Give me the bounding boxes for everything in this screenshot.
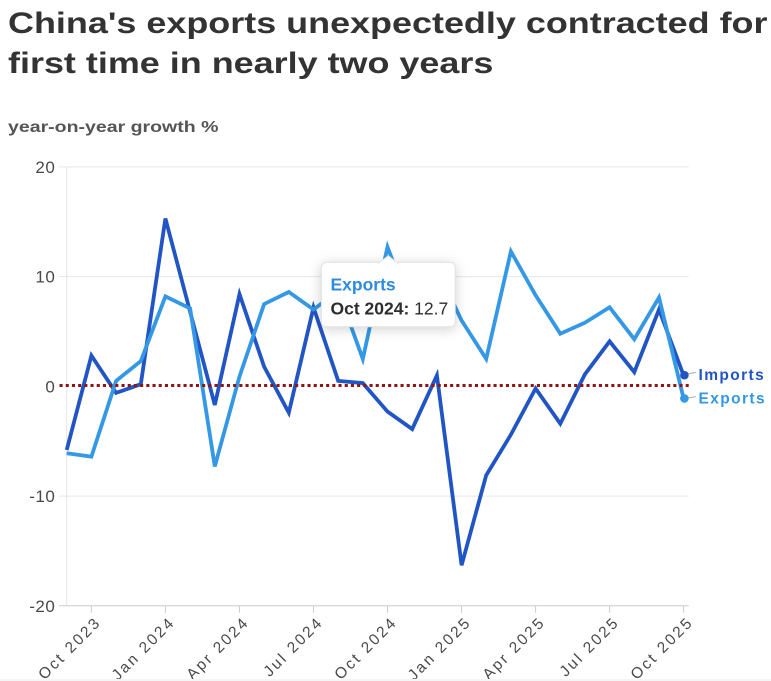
svg-text:-10: -10 [29, 487, 55, 506]
svg-text:Jul 2024: Jul 2024 [260, 614, 326, 680]
svg-text:Jan 2025: Jan 2025 [405, 614, 475, 681]
svg-text:10: 10 [35, 268, 55, 287]
svg-text:20: 20 [35, 158, 55, 177]
svg-text:Oct 2024: Oct 2024 [331, 614, 401, 681]
svg-text:Apr 2024: Apr 2024 [183, 614, 253, 681]
svg-text:-20: -20 [29, 597, 55, 616]
svg-text:Oct 2024: 12.7: Oct 2024: 12.7 [331, 299, 449, 319]
svg-text:Jul 2025: Jul 2025 [557, 614, 623, 680]
svg-text:Jan 2024: Jan 2024 [109, 614, 179, 681]
svg-text:Oct 2025: Oct 2025 [628, 614, 698, 681]
svg-text:Imports: Imports [699, 367, 766, 384]
svg-text:0: 0 [45, 377, 55, 396]
svg-text:Oct 2023: Oct 2023 [35, 614, 105, 681]
svg-text:Apr 2025: Apr 2025 [480, 614, 550, 681]
svg-text:Exports: Exports [331, 275, 396, 295]
svg-text:Exports: Exports [699, 391, 767, 408]
